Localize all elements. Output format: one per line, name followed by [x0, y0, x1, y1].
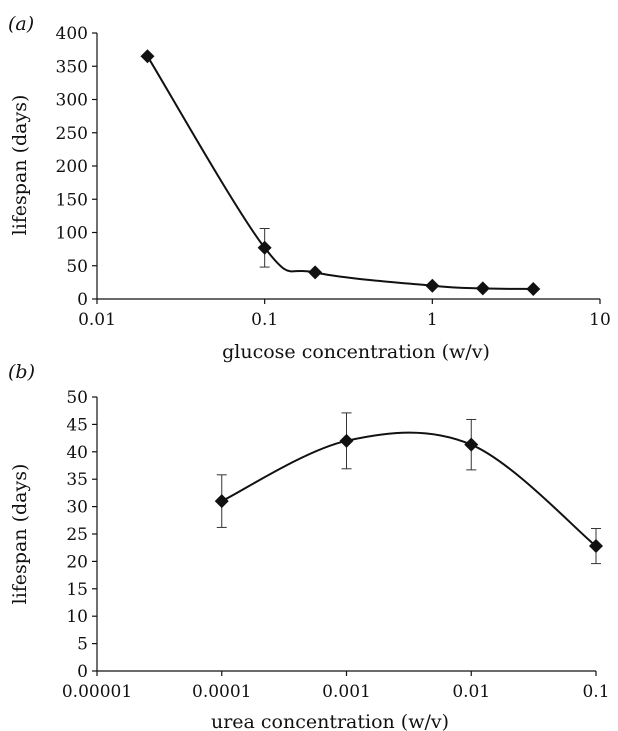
data-point-b — [464, 437, 479, 452]
panel-label-b: (b) — [8, 361, 35, 383]
series-line-a — [146, 55, 534, 290]
data-point-a — [526, 282, 541, 297]
chart-panel-a: (a) glucose concentration (w/v) lifespan… — [8, 13, 611, 363]
y-tick-label-b: 45 — [66, 415, 88, 435]
x-tick-label-b: 0.1 — [582, 682, 609, 702]
x-tick-label-a: 10 — [589, 310, 611, 330]
y-tick-label-b: 35 — [66, 470, 88, 490]
y-tick-label-b: 0 — [77, 662, 88, 682]
y-tick-label-a: 350 — [56, 57, 88, 77]
y-tick-label-a: 250 — [56, 124, 88, 144]
y-tick-label-a: 300 — [56, 91, 88, 111]
x-tick-label-a: 1 — [427, 310, 438, 330]
x-axis-label-b: urea concentration (w/v) — [211, 711, 449, 731]
y-tick-label-a: 100 — [56, 224, 88, 244]
y-tick-label-b: 15 — [66, 580, 88, 600]
y-tick-label-b: 50 — [66, 388, 88, 408]
x-axis-label-a: glucose concentration (w/v) — [222, 341, 490, 363]
data-point-a — [257, 240, 272, 255]
y-tick-label-b: 25 — [66, 525, 88, 545]
y-axis-label-b: lifespan (days) — [9, 464, 31, 605]
y-tick-label-b: 10 — [66, 607, 88, 627]
data-point-b — [589, 539, 603, 554]
data-point-b — [214, 494, 229, 509]
x-tick-label-b: 0.00001 — [62, 682, 132, 702]
data-point-a — [425, 278, 440, 293]
y-tick-label-b: 20 — [66, 552, 88, 572]
data-point-a — [308, 265, 323, 280]
data-point-a — [475, 281, 490, 296]
y-tick-label-b: 5 — [77, 635, 88, 655]
panel-label-a: (a) — [8, 13, 34, 35]
y-tick-label-b: 30 — [66, 498, 88, 518]
x-tick-label-b: 0.001 — [322, 682, 371, 702]
series-line-b — [221, 431, 597, 547]
y-tick-label-a: 150 — [56, 190, 88, 210]
y-tick-label-a: 400 — [56, 24, 88, 44]
y-tick-label-a: 0 — [77, 290, 88, 310]
data-point-a — [140, 49, 155, 64]
data-point-b — [339, 433, 354, 448]
x-tick-label-a: 0.1 — [251, 310, 278, 330]
chart-panel-b: (b) urea concentration (w/v) lifespan (d… — [8, 361, 610, 731]
y-tick-label-a: 50 — [66, 257, 88, 277]
y-tick-label-a: 200 — [56, 157, 88, 177]
x-tick-label-a: 0.01 — [78, 310, 116, 330]
x-tick-label-b: 0.01 — [452, 682, 490, 702]
y-axis-label-a: lifespan (days) — [9, 95, 31, 236]
y-tick-label-b: 40 — [66, 443, 88, 463]
x-tick-label-b: 0.0001 — [192, 682, 251, 702]
